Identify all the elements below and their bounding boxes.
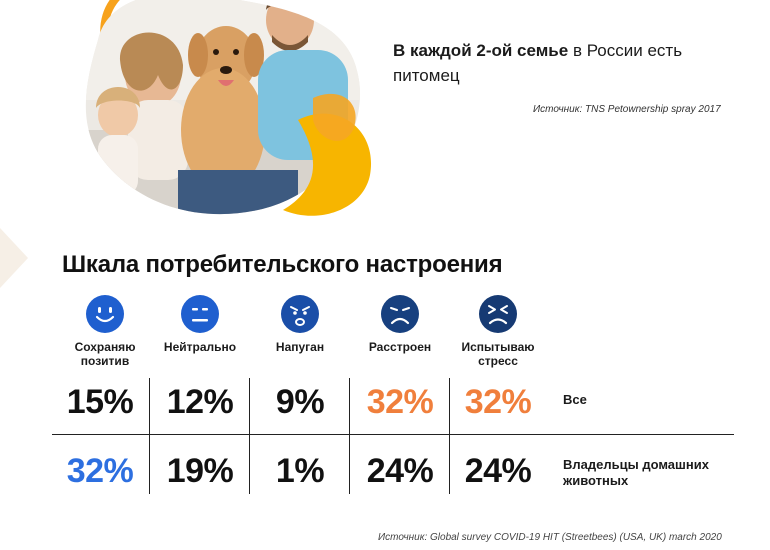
value-all-positive: 15%	[66, 383, 134, 421]
headline: В каждой 2-ой семье в России есть питоме…	[393, 38, 733, 88]
mood-label: Испытываю стресс	[461, 340, 535, 368]
mood-column-scared: Напуган	[250, 294, 350, 354]
value-all-scared: 9%	[275, 383, 325, 421]
neutral-face-icon	[181, 295, 219, 333]
value-all-neutral: 12%	[166, 383, 234, 421]
mood-column-stressed: Испытываю стресс	[448, 294, 548, 368]
scared-face-icon	[281, 295, 319, 333]
value-owners-sad: 24%	[366, 452, 434, 490]
divider	[249, 378, 250, 494]
mood-label: Сохраняю позитив	[74, 340, 136, 368]
mood-label: Нейтрально	[163, 340, 237, 354]
headline-rest: в России есть питомец	[393, 41, 683, 85]
row-label-all: Все	[563, 392, 587, 407]
value-all-stressed: 32%	[464, 383, 532, 421]
value-all-sad: 32%	[366, 383, 434, 421]
stressed-face-icon	[479, 295, 517, 333]
value-owners-stressed: 24%	[464, 452, 532, 490]
mood-label: Расстроен	[368, 340, 432, 354]
mood-column-neutral: Нейтрально	[150, 294, 250, 354]
section-title: Шкала потребительского настроения	[62, 251, 503, 278]
yellow-blob-decoration	[283, 113, 372, 216]
source-top: Источник: TNS Petownership spray 2017	[533, 104, 721, 115]
divider	[349, 378, 350, 494]
value-owners-scared: 1%	[275, 452, 325, 490]
value-owners-positive: 32%	[66, 452, 134, 490]
family-dog-photo	[85, 0, 372, 216]
source-bottom: Источник: Global survey COVID-19 HIT (St…	[378, 532, 722, 543]
mood-column-sad: Расстроен	[350, 294, 450, 354]
mood-column-positive: Сохраняю позитив	[55, 294, 155, 368]
mood-label: Напуган	[275, 340, 325, 354]
divider	[149, 378, 150, 494]
orange-blob-decoration	[313, 93, 356, 141]
value-owners-neutral: 19%	[166, 452, 234, 490]
row-divider	[52, 434, 734, 435]
divider	[449, 378, 450, 494]
row-label-pet-owners: Владельцы домашних животных	[563, 457, 709, 488]
happy-face-icon	[86, 295, 124, 333]
triangle-decoration	[0, 228, 28, 288]
sad-face-icon	[381, 295, 419, 333]
headline-bold: В каждой 2-ой семье	[393, 41, 569, 60]
